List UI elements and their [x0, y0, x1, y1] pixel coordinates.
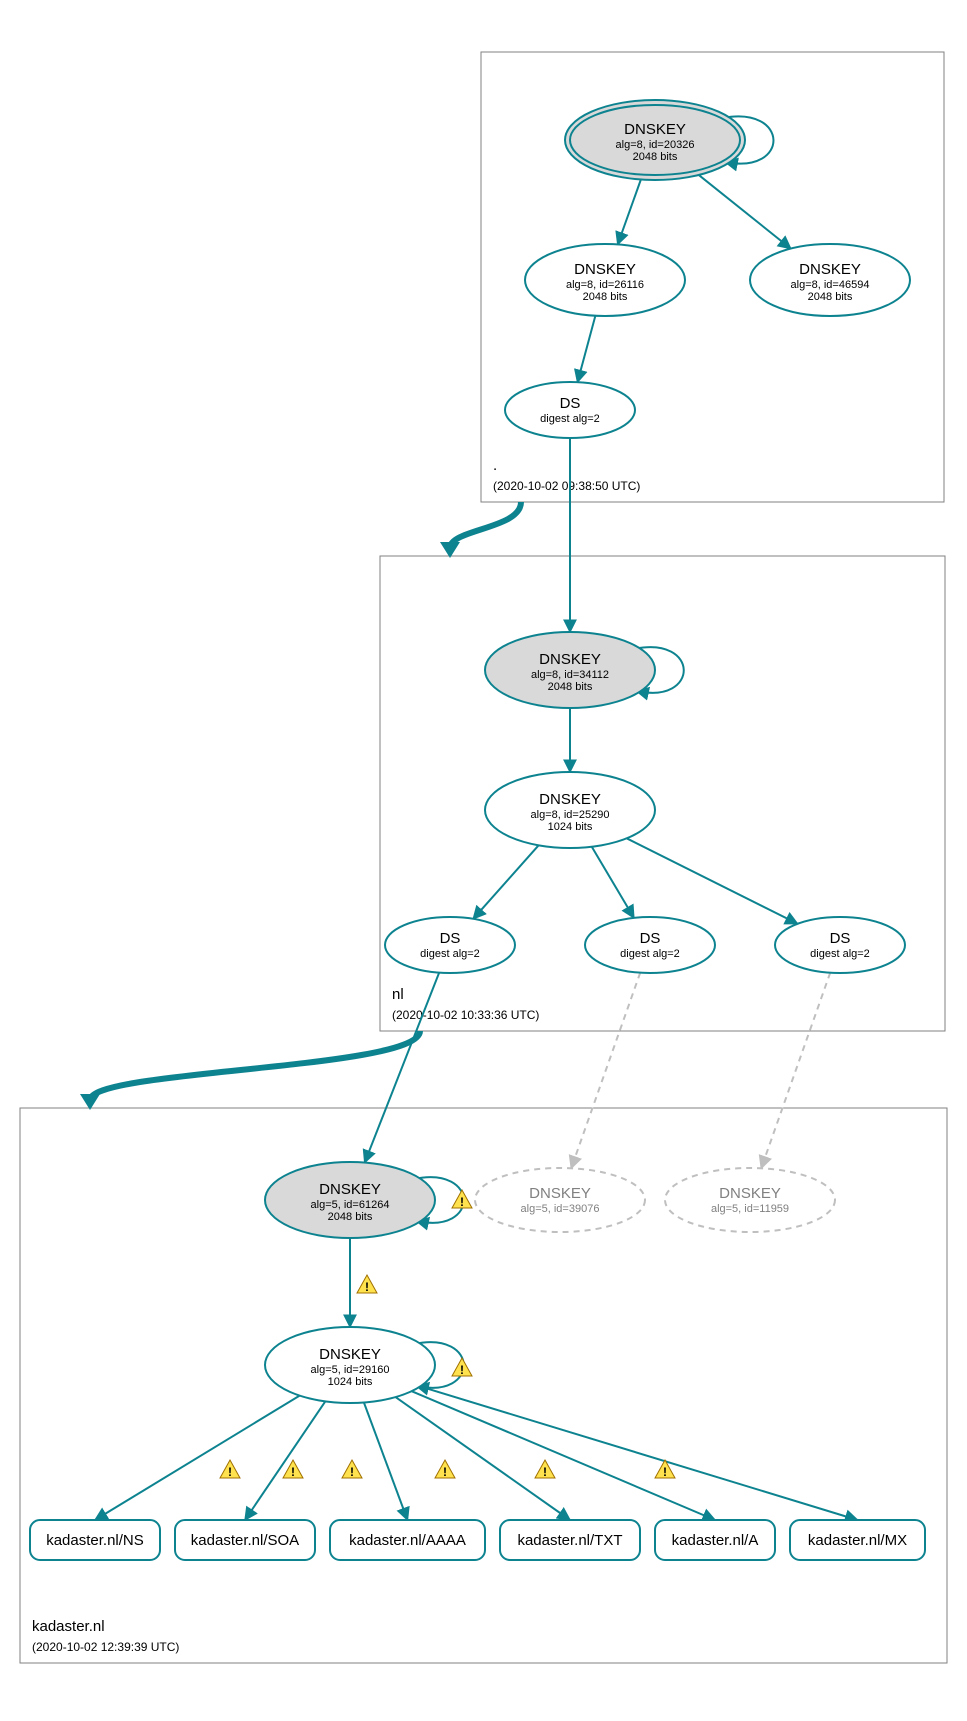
node-root_zsk1: DNSKEYalg=8, id=261162048 bits [525, 244, 685, 316]
svg-text:digest alg=2: digest alg=2 [420, 948, 480, 960]
node-nl_zsk: DNSKEYalg=8, id=252901024 bits [485, 772, 655, 848]
svg-text:(2020-10-02 12:39:39 UTC): (2020-10-02 12:39:39 UTC) [32, 1640, 179, 1654]
svg-text:alg=5, id=61264: alg=5, id=61264 [311, 1199, 390, 1211]
node-nl_ds1: DSdigest alg=2 [385, 917, 515, 973]
svg-text:alg=5, id=29160: alg=5, id=29160 [311, 1364, 390, 1376]
svg-text:(2020-10-02 10:33:36 UTC): (2020-10-02 10:33:36 UTC) [392, 1008, 539, 1022]
svg-text:kadaster.nl: kadaster.nl [32, 1618, 105, 1635]
svg-text:DNSKEY: DNSKEY [624, 121, 686, 138]
svg-text:digest alg=2: digest alg=2 [540, 413, 600, 425]
edge-to-record [412, 1391, 715, 1520]
svg-text:(2020-10-02 09:38:50 UTC): (2020-10-02 09:38:50 UTC) [493, 479, 640, 493]
record-box: kadaster.nl/NS [30, 1520, 160, 1560]
edge-to-record [95, 1396, 300, 1520]
node-root_ds: DSdigest alg=2 [505, 382, 635, 438]
warning-icon: ! [283, 1460, 303, 1479]
edge-to-record [364, 1402, 408, 1520]
edge-to-record [420, 1386, 857, 1520]
svg-text:alg=8, id=25290: alg=8, id=25290 [531, 809, 610, 821]
svg-text:!: ! [443, 1465, 447, 1479]
svg-text:DS: DS [640, 930, 661, 947]
svg-text:!: ! [228, 1465, 232, 1479]
svg-text:kadaster.nl/SOA: kadaster.nl/SOA [191, 1532, 299, 1549]
svg-text:alg=5, id=11959: alg=5, id=11959 [711, 1203, 789, 1215]
svg-text:kadaster.nl/AAAA: kadaster.nl/AAAA [349, 1532, 466, 1549]
record-box: kadaster.nl/MX [790, 1520, 925, 1560]
edge [699, 175, 791, 249]
record-box: kadaster.nl/A [655, 1520, 775, 1560]
warning-icon: ! [342, 1460, 362, 1479]
svg-text:DNSKEY: DNSKEY [529, 1185, 591, 1202]
warning-icon: ! [220, 1460, 240, 1479]
edge [571, 973, 640, 1169]
svg-text:DNSKEY: DNSKEY [539, 651, 601, 668]
edge [761, 973, 830, 1169]
svg-text:digest alg=2: digest alg=2 [620, 948, 680, 960]
svg-text:!: ! [460, 1195, 464, 1209]
zone-arrow [80, 1031, 420, 1110]
node-nl_ds2: DSdigest alg=2 [585, 917, 715, 973]
svg-text:2048 bits: 2048 bits [808, 291, 853, 303]
record-box: kadaster.nl/AAAA [330, 1520, 485, 1560]
svg-text:DNSKEY: DNSKEY [799, 261, 861, 278]
node-root_zsk2: DNSKEYalg=8, id=465942048 bits [750, 244, 910, 316]
svg-text:.: . [493, 457, 497, 474]
svg-text:DNSKEY: DNSKEY [719, 1185, 781, 1202]
svg-text:alg=5, id=39076: alg=5, id=39076 [521, 1203, 600, 1215]
warning-icon: ! [452, 1358, 472, 1377]
svg-text:DS: DS [440, 930, 461, 947]
node-k_zsk: DNSKEYalg=5, id=291601024 bits [265, 1327, 435, 1403]
dnssec-diagram: . (2020-10-02 09:38:50 UTC) nl (2020-10-02 … [0, 0, 967, 1721]
record-box: kadaster.nl/SOA [175, 1520, 315, 1560]
warning-icon: ! [535, 1460, 555, 1479]
svg-text:DNSKEY: DNSKEY [319, 1181, 381, 1198]
svg-text:alg=8, id=34112: alg=8, id=34112 [531, 669, 609, 681]
svg-text:nl: nl [392, 986, 404, 1003]
node-k_ksk: DNSKEYalg=5, id=612642048 bits [265, 1162, 435, 1238]
svg-text:alg=8, id=46594: alg=8, id=46594 [791, 279, 870, 291]
edge-to-record [396, 1397, 570, 1520]
edge [618, 180, 641, 245]
zone-arrow [440, 502, 521, 558]
svg-text:digest alg=2: digest alg=2 [810, 948, 870, 960]
edge [627, 838, 798, 923]
svg-text:DNSKEY: DNSKEY [319, 1346, 381, 1363]
node-k_dash1: DNSKEYalg=5, id=39076 [475, 1168, 645, 1232]
svg-text:DNSKEY: DNSKEY [539, 791, 601, 808]
node-root_ksk: DNSKEYalg=8, id=203262048 bits [565, 100, 745, 180]
warning-icon: ! [357, 1275, 377, 1294]
svg-text:alg=8, id=20326: alg=8, id=20326 [616, 139, 695, 151]
record-box: kadaster.nl/TXT [500, 1520, 640, 1560]
node-nl_ksk: DNSKEYalg=8, id=341122048 bits [485, 632, 655, 708]
svg-text:alg=8, id=26116: alg=8, id=26116 [566, 279, 644, 291]
svg-text:2048 bits: 2048 bits [548, 681, 593, 693]
warning-icon: ! [435, 1460, 455, 1479]
svg-text:!: ! [291, 1465, 295, 1479]
svg-text:!: ! [543, 1465, 547, 1479]
svg-text:kadaster.nl/A: kadaster.nl/A [672, 1532, 759, 1549]
svg-text:2048 bits: 2048 bits [583, 291, 628, 303]
svg-text:kadaster.nl/NS: kadaster.nl/NS [46, 1532, 144, 1549]
svg-text:1024 bits: 1024 bits [548, 821, 593, 833]
svg-text:2048 bits: 2048 bits [328, 1211, 373, 1223]
svg-text:!: ! [663, 1465, 667, 1479]
svg-text:DS: DS [830, 930, 851, 947]
warning-icon: ! [452, 1190, 472, 1209]
svg-text:kadaster.nl/TXT: kadaster.nl/TXT [517, 1532, 622, 1549]
svg-text:DS: DS [560, 395, 581, 412]
edge [592, 847, 634, 918]
svg-text:!: ! [350, 1465, 354, 1479]
svg-text:2048 bits: 2048 bits [633, 151, 678, 163]
svg-text:!: ! [365, 1280, 369, 1294]
svg-text:!: ! [460, 1363, 464, 1377]
edge [473, 845, 538, 919]
svg-text:1024 bits: 1024 bits [328, 1376, 373, 1388]
svg-text:DNSKEY: DNSKEY [574, 261, 636, 278]
node-k_dash2: DNSKEYalg=5, id=11959 [665, 1168, 835, 1232]
edge-to-record [245, 1401, 325, 1520]
node-nl_ds3: DSdigest alg=2 [775, 917, 905, 973]
edge [577, 316, 595, 382]
svg-text:kadaster.nl/MX: kadaster.nl/MX [808, 1532, 907, 1549]
